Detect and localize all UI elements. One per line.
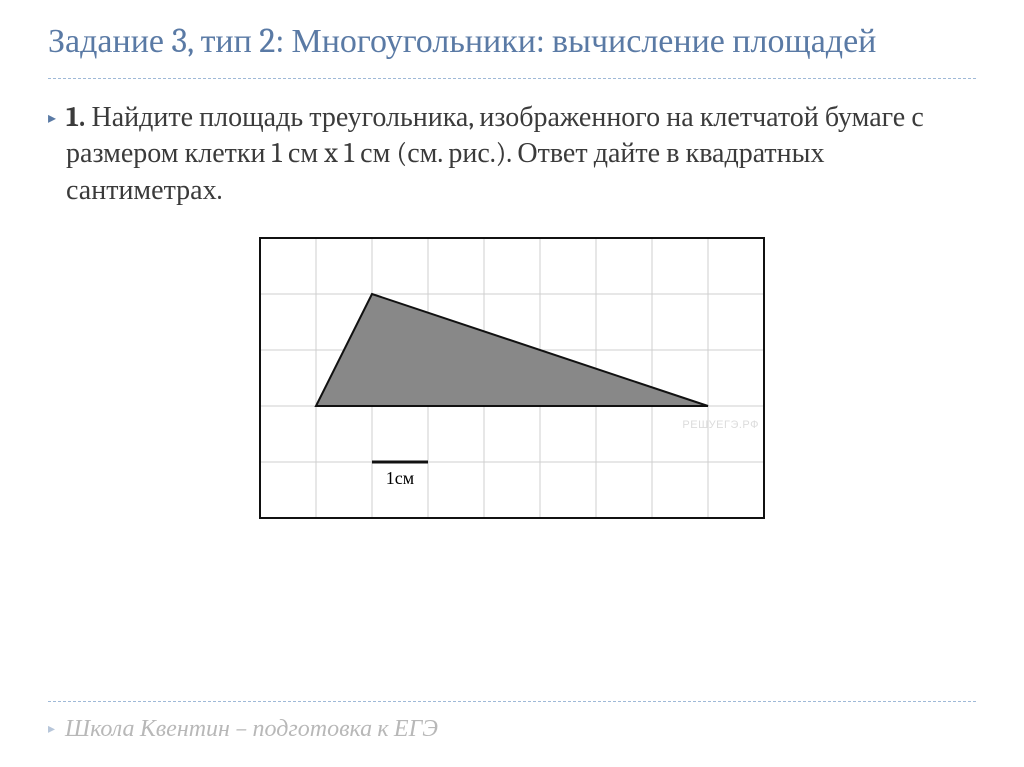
body: ▸ 1. Найдите площадь треугольника, изобр… (48, 93, 976, 701)
footer-row: ▸ Школа Квентин – подготовка к ЕГЭ (48, 714, 976, 743)
figure-wrap: 1см РЕШУЕГЭ.РФ (48, 237, 976, 519)
problem-number: 1. (66, 101, 85, 133)
problem-body: Найдите площадь треугольника, изображенн… (66, 101, 924, 207)
grid-figure: 1см РЕШУЕГЭ.РФ (259, 237, 765, 519)
title-block: Задание 3, тип 2: Многоугольники: вычисл… (48, 20, 976, 79)
footer: ▸ Школа Квентин – подготовка к ЕГЭ (48, 701, 976, 743)
grid-svg: 1см (259, 237, 765, 519)
problem: ▸ 1. Найдите площадь треугольника, изобр… (48, 99, 976, 210)
footer-bullet-icon: ▸ (48, 722, 55, 736)
page-title: Задание 3, тип 2: Многоугольники: вычисл… (48, 20, 976, 64)
bullet-icon: ▸ (48, 110, 56, 126)
footer-text: Школа Квентин – подготовка к ЕГЭ (65, 714, 438, 743)
slide: Задание 3, тип 2: Многоугольники: вычисл… (0, 0, 1024, 767)
svg-text:1см: 1см (386, 468, 414, 488)
problem-text: 1. Найдите площадь треугольника, изображ… (66, 99, 976, 210)
watermark: РЕШУЕГЭ.РФ (682, 419, 759, 431)
